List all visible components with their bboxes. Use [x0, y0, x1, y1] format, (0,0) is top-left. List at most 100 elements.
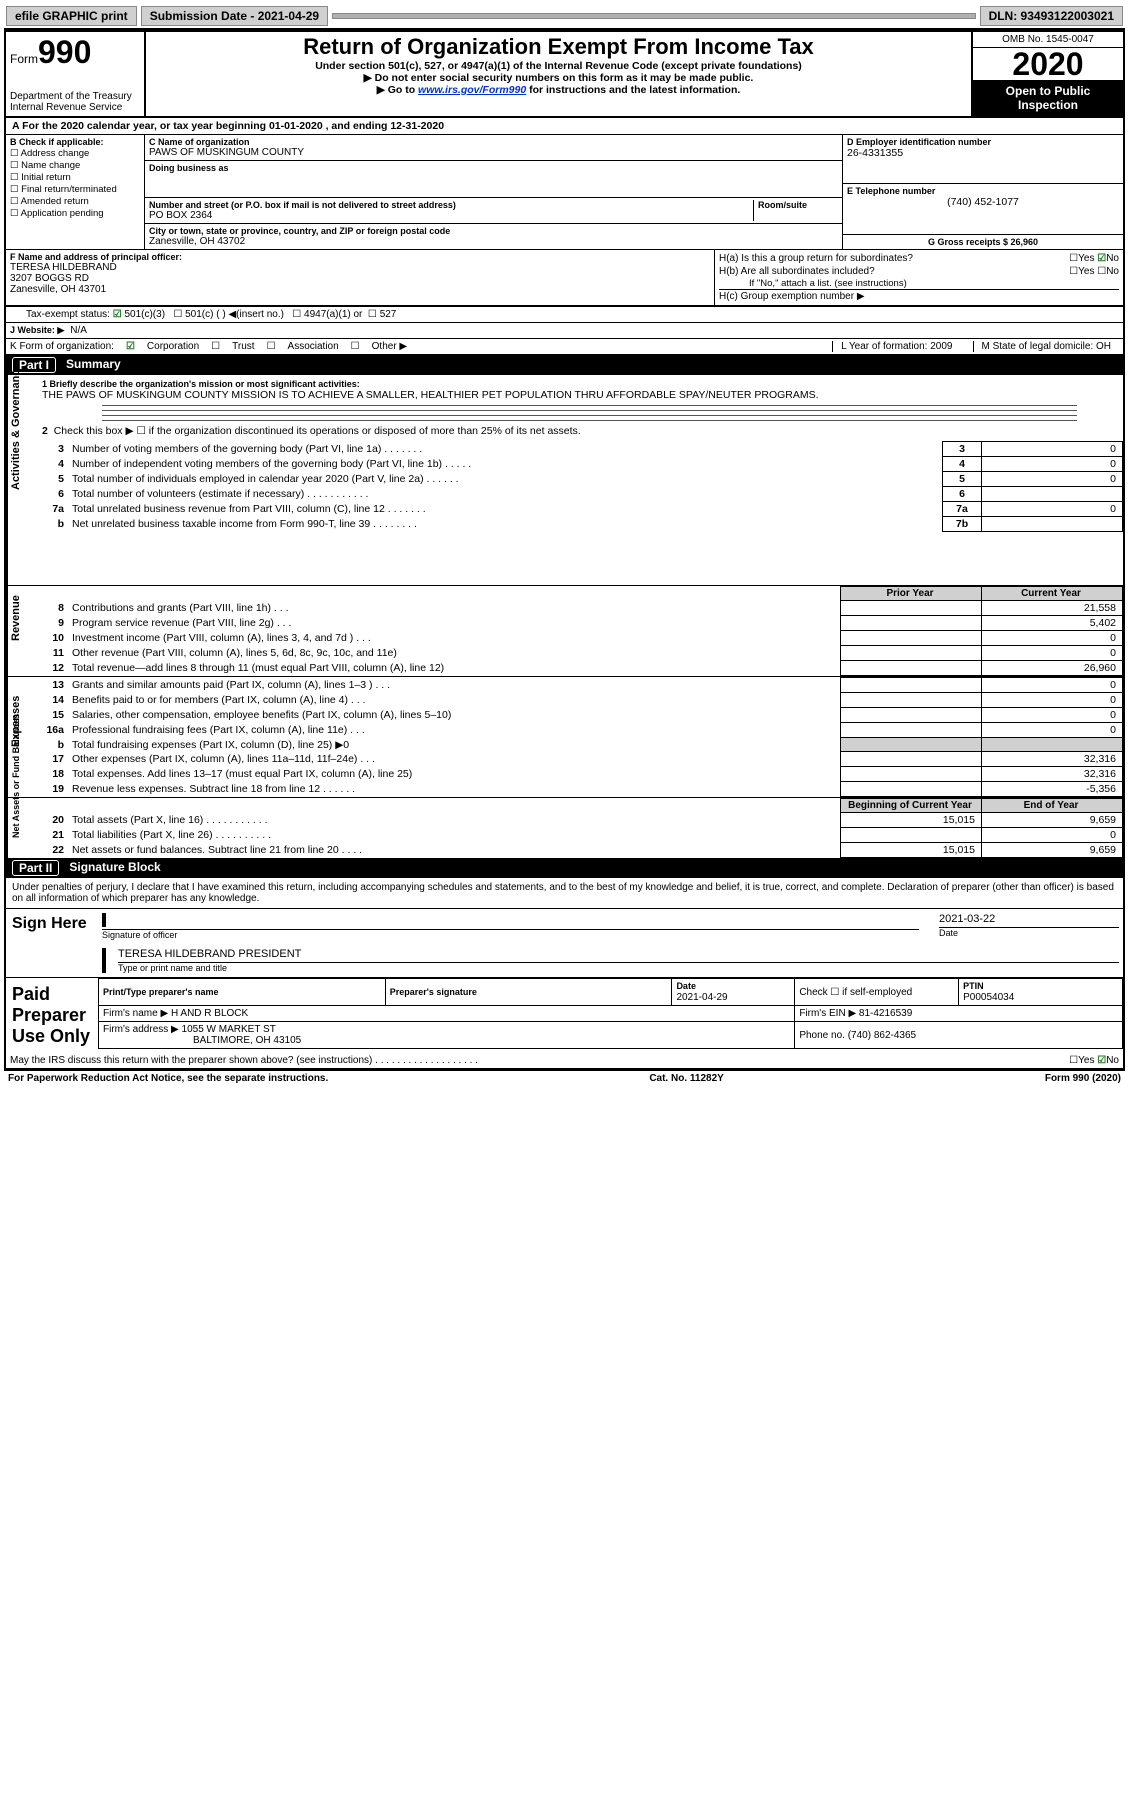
city-label: City or town, state or province, country…: [149, 226, 838, 236]
ha-label: H(a) Is this a group return for subordin…: [719, 253, 913, 264]
prior-year-val: [841, 616, 982, 631]
527-label: 527: [380, 309, 397, 320]
form-990-container: Form990 Department of the Treasury Inter…: [4, 30, 1125, 1071]
row-num: 17: [36, 752, 68, 767]
hc-label: H(c) Group exemption number ▶: [719, 291, 865, 302]
row-num: 22: [36, 843, 68, 858]
date-label: Date: [939, 927, 1119, 938]
row-desc: Program service revenue (Part VIII, line…: [68, 616, 841, 631]
row-desc: Investment income (Part VIII, column (A)…: [68, 631, 841, 646]
row-value: 0: [982, 472, 1123, 487]
room-label: Room/suite: [758, 200, 838, 210]
chk-name-change[interactable]: ☐ Name change: [10, 160, 140, 171]
sig-officer-line: Signature of officer: [102, 929, 919, 940]
tax-year: 2020: [973, 48, 1123, 80]
row-desc: Net unrelated business taxable income fr…: [68, 517, 943, 532]
ha-answer: ☐Yes ☑No: [1069, 253, 1119, 264]
phone-value: (740) 452-1077: [847, 196, 1119, 208]
row-num: 6: [36, 487, 68, 502]
eoy-val: 0: [982, 828, 1123, 843]
ein-value: 26-4331355: [847, 147, 1119, 159]
form-title: Return of Organization Exempt From Incom…: [152, 34, 965, 60]
row-cellno: 5: [943, 472, 982, 487]
current-year-val: 26,960: [982, 661, 1123, 676]
dln-box: DLN: 93493122003021: [980, 6, 1123, 26]
prior-year-val: [841, 601, 982, 616]
prior-year-val: [841, 708, 982, 723]
irs-link[interactable]: www.irs.gov/Form990: [418, 84, 526, 96]
cat-no: Cat. No. 11282Y: [649, 1073, 723, 1084]
irs-label: Internal Revenue Service: [10, 102, 140, 113]
form-subtitle: Under section 501(c), 527, or 4947(a)(1)…: [152, 60, 965, 72]
chk-amended-return[interactable]: ☐ Amended return: [10, 196, 140, 207]
current-year-val: 0: [982, 631, 1123, 646]
prior-year-val: [841, 678, 982, 693]
row-num: 4: [36, 457, 68, 472]
row-num: 21: [36, 828, 68, 843]
row-num: b: [36, 517, 68, 532]
goto-pre: ▶ Go to: [377, 84, 418, 96]
org-name: PAWS OF MUSKINGUM COUNTY: [149, 147, 838, 158]
prior-year-val: [841, 661, 982, 676]
chk-application-pending[interactable]: ☐ Application pending: [10, 208, 140, 219]
street-label: Number and street (or P.O. box if mail i…: [149, 200, 753, 210]
row-num: 5: [36, 472, 68, 487]
row-cellno: 7b: [943, 517, 982, 532]
submission-date-box: Submission Date - 2021-04-29: [141, 6, 328, 26]
prior-year-val: [841, 782, 982, 797]
boy-val: [841, 828, 982, 843]
prior-year-val: [841, 752, 982, 767]
dba-label: Doing business as: [149, 163, 838, 173]
chk-final-return[interactable]: ☐ Final return/terminated: [10, 184, 140, 195]
officer-printed-name: TERESA HILDEBRAND PRESIDENT: [118, 948, 1119, 960]
self-employed-chk[interactable]: Check ☐ if self-employed: [799, 987, 912, 998]
box-b-label: B Check if applicable:: [10, 137, 140, 147]
q2-text: Check this box ▶ ☐ if the organization d…: [54, 425, 581, 437]
row-num: 20: [36, 813, 68, 828]
row-desc: Professional fundraising fees (Part IX, …: [68, 723, 841, 738]
prior-year-val: [841, 693, 982, 708]
row-desc: Net assets or fund balances. Subtract li…: [68, 843, 841, 858]
row-desc: Contributions and grants (Part VIII, lin…: [68, 601, 841, 616]
efile-toolbar: efile GRAPHIC print Submission Date - 20…: [4, 4, 1125, 30]
row-cellno: 7a: [943, 502, 982, 517]
toolbar-spacer: [332, 13, 975, 19]
part1-name: Summary: [66, 357, 121, 373]
row-desc: Benefits paid to or for members (Part IX…: [68, 693, 841, 708]
row-value: 0: [982, 457, 1123, 472]
current-year-val: 5,402: [982, 616, 1123, 631]
firm-addr2: BALTIMORE, OH 43105: [103, 1035, 301, 1046]
current-year-val: 0: [982, 693, 1123, 708]
hb-label: H(b) Are all subordinates included?: [719, 266, 875, 277]
current-year-val: 0: [982, 708, 1123, 723]
chk-501c3: ☑: [113, 309, 122, 320]
firm-addr-label: Firm's address ▶: [103, 1024, 179, 1035]
row-num: 18: [36, 767, 68, 782]
row-desc: Number of voting members of the governin…: [68, 442, 943, 457]
gross-receipts: G Gross receipts $ 26,960: [847, 237, 1119, 247]
prior-year-val: [841, 631, 982, 646]
prep-date-label: Date: [676, 981, 696, 991]
chk-address-change[interactable]: ☐ Address change: [10, 148, 140, 159]
city-value: Zanesville, OH 43702: [149, 236, 838, 247]
goto-note: ▶ Go to www.irs.gov/Form990 for instruct…: [152, 84, 965, 96]
row-cellno: 3: [943, 442, 982, 457]
row-num: 9: [36, 616, 68, 631]
line-a-period: A For the 2020 calendar year, or tax yea…: [6, 118, 1123, 135]
trust-label: Trust: [232, 341, 254, 352]
row-desc: Other revenue (Part VIII, column (A), li…: [68, 646, 841, 661]
firm-addr1: 1055 W MARKET ST: [182, 1024, 276, 1035]
row-value: 0: [982, 502, 1123, 517]
prior-year-val: [841, 646, 982, 661]
sign-here-label: Sign Here: [6, 909, 98, 977]
row-value: [982, 487, 1123, 502]
year-formation: L Year of formation: 2009: [832, 341, 960, 352]
assoc-label: Association: [288, 341, 339, 352]
other-label: Other ▶: [372, 341, 407, 352]
part2-name: Signature Block: [69, 860, 160, 876]
box-b: B Check if applicable: ☐ Address change …: [6, 135, 145, 249]
chk-initial-return[interactable]: ☐ Initial return: [10, 172, 140, 183]
form-prefix: Form: [10, 52, 38, 66]
phone-label: E Telephone number: [847, 186, 1119, 196]
type-name-label: Type or print name and title: [118, 962, 1119, 973]
